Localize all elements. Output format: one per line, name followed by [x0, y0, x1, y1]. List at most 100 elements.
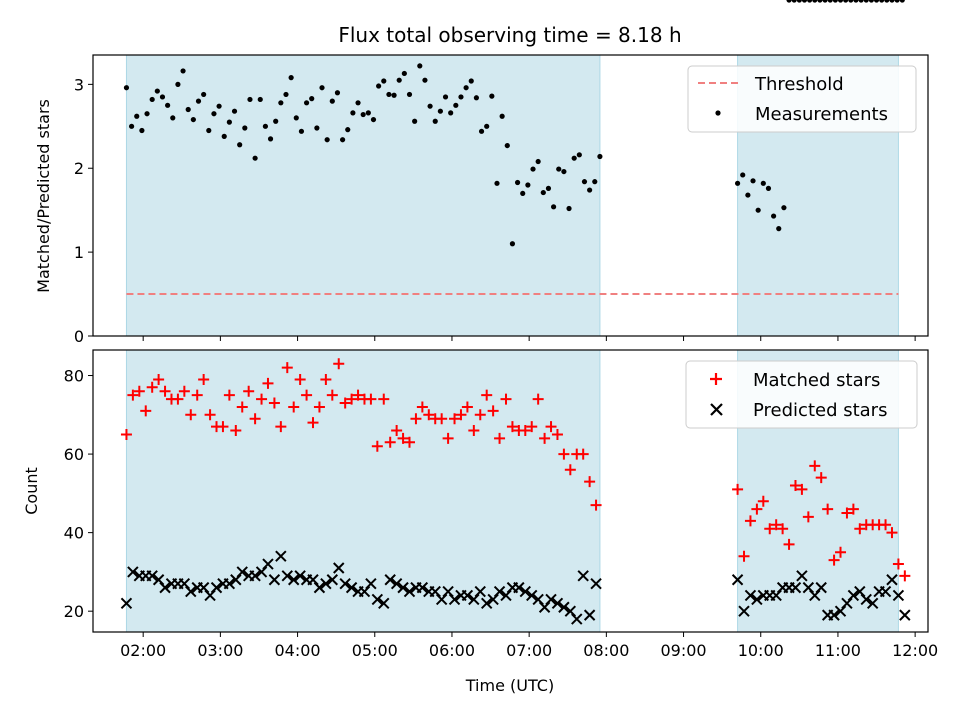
measurement-point [231, 108, 238, 114]
measurement-point [345, 127, 351, 133]
predicted-stars-point [397, 581, 409, 594]
matched-stars-point [828, 554, 840, 566]
measurement-point [303, 100, 310, 106]
predicted-stars-point [288, 574, 300, 586]
predicted-stars-point [281, 570, 293, 582]
measurement-point [201, 91, 207, 98]
matched-stars-point [577, 448, 589, 460]
matched-stars-point [159, 385, 171, 397]
matched-stars-point [365, 393, 377, 405]
measurement-point [298, 128, 305, 134]
bottom-plot-frame [92, 349, 929, 633]
matched-stars-point [526, 421, 538, 433]
measurement-point [175, 81, 181, 87]
predicted-stars-point [731, 574, 744, 586]
measurement-point [755, 207, 761, 213]
matched-stars-point [423, 409, 435, 421]
measurement-point [247, 96, 253, 103]
predicted-stars-point [313, 581, 326, 594]
y-tick-label: 3 [74, 75, 84, 94]
matched-stars-point [545, 421, 557, 433]
measurement-point [144, 111, 150, 117]
matched-stars-point [494, 432, 506, 444]
predicted-stars-point [255, 566, 268, 578]
legend-measurements-swatch [715, 110, 721, 116]
matched-stars-point [487, 405, 499, 417]
matched-stars-point [256, 393, 268, 405]
measurement-point [545, 185, 552, 191]
matched-stars-point [847, 503, 859, 515]
matched-stars-point [236, 401, 248, 413]
predicted-stars-point [345, 581, 358, 594]
predicted-stars-point [461, 589, 474, 602]
matched-stars-point [146, 381, 158, 393]
predicted-stars-point [519, 585, 532, 598]
measurement-point [745, 192, 751, 198]
predicted-stars-point [448, 593, 461, 606]
top-y-axis: 0 1 2 3 [74, 75, 93, 346]
predicted-stars-point [435, 593, 448, 606]
predicted-stars-point [236, 566, 248, 578]
measurement-point [432, 118, 438, 124]
measurement-point [406, 91, 413, 98]
matched-stars-point [307, 417, 319, 429]
predicted-stars-point [879, 585, 892, 598]
measurement-point [556, 166, 562, 172]
predicted-stars-point [558, 601, 570, 613]
predicted-stars-point [474, 585, 486, 598]
predicted-stars-point [513, 581, 525, 594]
matched-stars-point [153, 373, 165, 385]
matched-stars-point [532, 393, 544, 405]
measurement-point [894, 0, 900, 3]
legend-measurements-label: Measurements [755, 104, 888, 125]
measurement-point [448, 110, 454, 116]
measurement-point [283, 91, 289, 98]
matched-stars-point [777, 523, 789, 535]
measurement-point [257, 96, 263, 103]
matched-stars-point [519, 425, 531, 437]
measurement-point [226, 119, 232, 125]
predicted-stars-point [365, 577, 377, 590]
matched-stars-point [590, 499, 602, 511]
predicted-stars-point [493, 585, 506, 598]
matched-stars-point [506, 421, 518, 433]
predicted-stars-point [429, 585, 441, 598]
measurement-point [386, 91, 392, 98]
predicted-stars-point [847, 589, 860, 602]
measurement-point [827, 0, 833, 3]
predicted-stars-point [146, 570, 158, 582]
measurement-point [509, 241, 516, 247]
measurement-point [391, 92, 397, 98]
predicted-stars-point [834, 605, 847, 617]
bottom-x-axis: 02:00 03:00 04:00 05:00 06:00 07:00 08:00 09:00… [120, 632, 938, 660]
measurement-point [211, 111, 217, 117]
measurement-point [843, 0, 849, 3]
predicted-stars-point [796, 570, 808, 582]
matched-stars-point [333, 358, 345, 370]
matched-stars-point [262, 377, 274, 389]
y-tick-label: 1 [74, 243, 84, 262]
top-y-axis-label: Matched/Predicted stars [34, 99, 53, 293]
predicted-stars-point [230, 574, 242, 586]
matched-stars-point [732, 483, 744, 495]
measurement-point [365, 110, 371, 116]
predicted-stars-point [815, 581, 827, 594]
measurement-point [468, 78, 474, 84]
matched-stars-point [268, 397, 280, 409]
matched-stars-point [191, 389, 203, 401]
predicted-stars-point [860, 593, 872, 606]
measurement-point [350, 110, 356, 116]
predicted-stars-point [275, 550, 287, 562]
predicted-stars-point [802, 581, 815, 594]
matched-stars-point [371, 440, 383, 452]
predicted-stars-point [390, 577, 403, 590]
x-tick-label: 03:00 [197, 641, 243, 660]
matched-stars-point [584, 476, 596, 488]
matched-stars-point [217, 421, 229, 433]
measurement-point [339, 137, 346, 143]
predicted-stars-point [127, 566, 139, 578]
matched-stars-point [854, 523, 866, 535]
measurement-point [278, 100, 284, 106]
measurement-point [329, 98, 335, 104]
predicted-stars-point [583, 609, 596, 621]
